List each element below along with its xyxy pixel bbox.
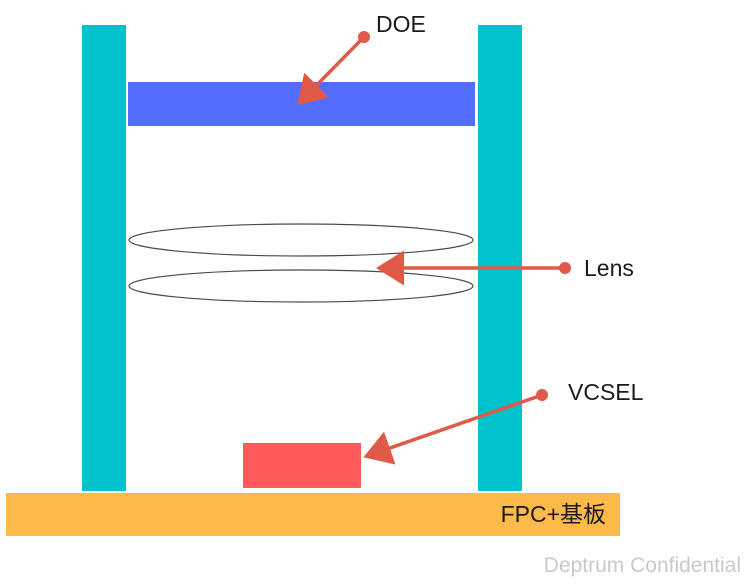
vcsel-label: VCSEL [568, 379, 644, 405]
lens-label: Lens [584, 255, 634, 281]
housing-wall-left [82, 25, 126, 491]
lens-lower [128, 269, 474, 303]
fpc-label: FPC+基板 [500, 501, 606, 527]
fpc-substrate: FPC+基板 [6, 493, 620, 536]
doe-label: DOE [376, 11, 426, 37]
lens-upper [128, 223, 474, 257]
vcsel-element [243, 443, 361, 488]
housing-wall-right [478, 25, 522, 491]
doe-arrow-dot [358, 31, 370, 43]
lens-arrow [376, 250, 571, 286]
lens-arrow-dot [559, 262, 571, 274]
vcsel-arrow-dot [536, 389, 548, 401]
confidential-watermark: Deptrum Confidential [543, 554, 741, 577]
doe-element [128, 82, 475, 126]
